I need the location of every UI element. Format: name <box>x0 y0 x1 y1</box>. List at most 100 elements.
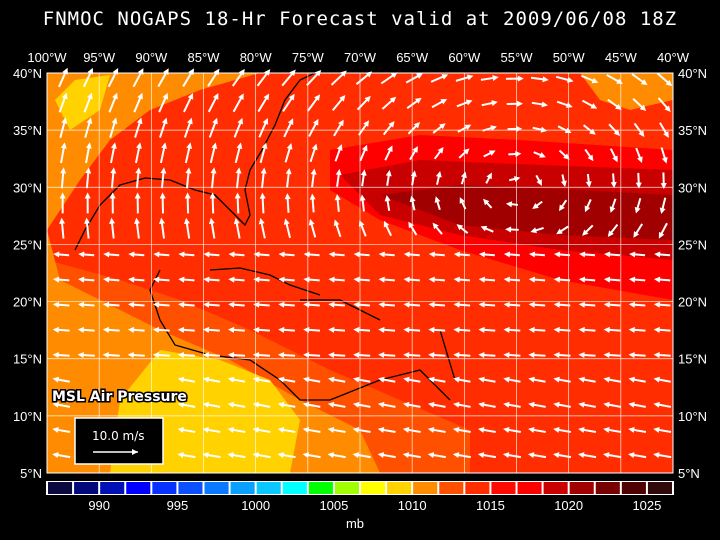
colorbar-swatch <box>361 482 386 494</box>
wind-arrow-icon <box>228 326 245 333</box>
colorbar-swatch <box>48 482 73 494</box>
wind-arrow-icon <box>603 276 621 283</box>
wind-arrow-icon <box>403 376 421 383</box>
wind-arrow-icon <box>503 426 521 433</box>
wind-arrow-icon <box>428 326 446 333</box>
wind-arrow-icon <box>378 326 396 333</box>
colorbar-swatch <box>569 482 594 494</box>
wind-arrow-icon <box>603 401 621 408</box>
colorbar-label: 990 <box>88 498 110 513</box>
wind-arrow-icon <box>480 75 499 81</box>
wind-arrow-icon <box>134 117 143 138</box>
wind-arrow-icon <box>258 217 266 239</box>
reference-vector-label: 10.0 m/s <box>92 429 145 443</box>
wind-arrow-icon <box>409 146 418 161</box>
wind-arrow-icon <box>52 301 70 308</box>
wind-arrow-icon <box>227 426 246 433</box>
wind-arrow-icon <box>402 426 421 433</box>
field-label: MSL Air Pressure <box>52 389 187 405</box>
wind-arrow-icon <box>578 352 596 359</box>
wind-arrow-icon <box>158 92 168 113</box>
wind-arrow-icon <box>177 426 196 433</box>
wind-arrow-icon <box>331 95 346 111</box>
wind-arrow-icon <box>553 251 571 258</box>
wind-arrow-icon <box>178 301 195 308</box>
wind-arrow-icon <box>153 251 170 258</box>
wind-arrow-icon <box>552 452 572 459</box>
wind-arrow-icon <box>378 301 396 308</box>
wind-arrow-icon <box>228 301 245 308</box>
wind-arrow-icon <box>478 326 496 333</box>
wind-arrow-icon <box>458 148 470 159</box>
wind-arrow-icon <box>102 326 120 333</box>
wind-arrow-icon <box>128 251 145 258</box>
colorbar-swatch <box>178 482 203 494</box>
wind-arrow-icon <box>581 99 598 109</box>
wind-arrow-icon <box>227 376 246 383</box>
lon-label: 95°W <box>83 50 116 65</box>
lon-label: 45°W <box>605 50 638 65</box>
wind-arrow-icon <box>278 251 295 258</box>
wind-arrow-icon <box>480 225 494 233</box>
wind-arrow-icon <box>134 142 142 164</box>
wind-arrow-icon <box>483 150 496 158</box>
wind-arrow-icon <box>378 352 396 359</box>
wind-arrow-icon <box>607 223 619 237</box>
wind-arrow-icon <box>303 352 321 359</box>
colorbar-unit: mb <box>346 516 364 531</box>
wind-arrow-icon <box>428 301 446 308</box>
wind-arrow-icon <box>178 276 195 283</box>
wind-arrow-icon <box>408 221 418 236</box>
wind-arrow-icon <box>405 73 423 84</box>
wind-arrow-icon <box>528 251 545 258</box>
wind-arrow-icon <box>530 227 544 234</box>
wind-arrow-icon <box>584 198 592 213</box>
wind-arrow-icon <box>585 173 592 188</box>
wind-arrow-icon <box>435 170 442 185</box>
lon-label: 55°W <box>501 50 534 65</box>
wind-arrow-icon <box>503 376 521 383</box>
wind-arrow-icon <box>453 352 471 359</box>
wind-arrow-icon <box>658 222 668 239</box>
wind-arrow-icon <box>628 352 646 359</box>
lat-label-left: 5°N <box>20 466 42 481</box>
wind-arrow-icon <box>159 117 168 138</box>
colorbar-swatch <box>621 482 646 494</box>
wind-arrow-icon <box>328 326 346 333</box>
lat-label-right: 35°N <box>678 123 707 138</box>
wind-arrow-icon <box>528 401 546 408</box>
wind-arrow-icon <box>203 301 220 308</box>
map-frame <box>46 72 674 474</box>
wind-arrow-icon <box>506 100 523 107</box>
lat-label-right: 15°N <box>678 352 707 367</box>
wind-arrow-icon <box>85 142 92 164</box>
colorbar-swatch <box>439 482 464 494</box>
wind-arrow-icon <box>603 376 621 383</box>
wind-arrow-icon <box>635 147 643 164</box>
wind-arrow-icon <box>60 142 67 164</box>
wind-arrow-icon <box>308 218 317 238</box>
wind-arrow-icon <box>632 98 647 111</box>
wind-arrow-icon <box>578 301 596 308</box>
wind-arrow-icon <box>603 426 622 433</box>
reference-arrow-icon <box>93 449 138 455</box>
wind-arrow-icon <box>503 276 521 283</box>
wind-arrow-icon <box>403 401 421 408</box>
wind-arrow-icon <box>159 192 166 214</box>
wind-arrow-icon <box>383 220 392 237</box>
wind-arrow-icon <box>77 352 95 359</box>
wind-arrow-icon <box>207 68 220 87</box>
wind-arrow-icon <box>453 251 470 258</box>
wind-arrow-icon <box>128 301 145 308</box>
wind-arrow-icon <box>231 68 245 87</box>
wind-arrow-icon <box>277 426 296 433</box>
wind-arrow-icon <box>202 376 221 383</box>
wind-arrow-icon <box>659 122 669 138</box>
wind-arrow-icon <box>633 223 644 238</box>
wind-arrow-icon <box>277 452 296 459</box>
wind-arrow-icon <box>177 401 196 408</box>
wind-arrow-icon <box>183 217 191 239</box>
colorbar-swatch <box>308 482 333 494</box>
wind-arrow-icon <box>459 197 467 210</box>
wind-arrow-icon <box>378 251 395 258</box>
